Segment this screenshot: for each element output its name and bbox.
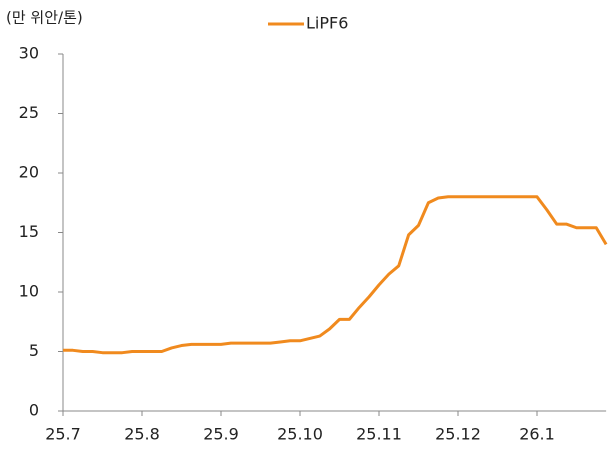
y-tick-label: 25 (19, 103, 39, 122)
x-tick-label: 25.9 (203, 425, 239, 444)
y-tick-label: 5 (29, 341, 39, 360)
y-tick-label: 10 (19, 282, 39, 301)
y-tick-label: 30 (19, 44, 39, 63)
y-tick-label: 20 (19, 163, 39, 182)
x-tick-label: 25.8 (124, 425, 160, 444)
legend-label: LiPF6 (306, 14, 348, 33)
x-tick-label: 26.1 (519, 425, 555, 444)
y-tick-label: 0 (29, 401, 39, 420)
x-tick-label: 25.12 (435, 425, 481, 444)
y-tick-label: 15 (19, 222, 39, 241)
x-tick-label: 25.11 (356, 425, 402, 444)
x-tick-label: 25.7 (45, 425, 81, 444)
unit-label: (만 위안/톤) (6, 9, 83, 27)
series-line (63, 195, 608, 355)
x-tick-label: 25.10 (277, 425, 323, 444)
